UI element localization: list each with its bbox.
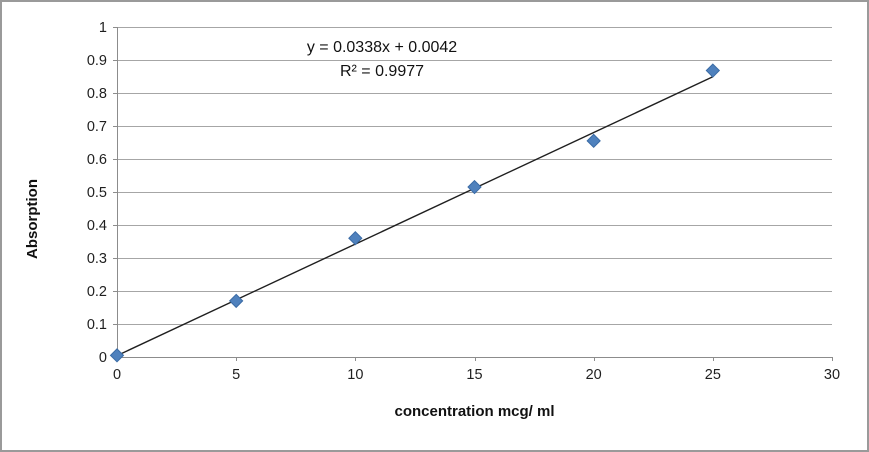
x-tick-label: 5 [232, 367, 240, 383]
trendline-equation: y = 0.0338x + 0.0042 [306, 39, 458, 56]
y-tick-label: 0.4 [87, 218, 107, 234]
y-tick-label: 0.2 [87, 284, 107, 300]
x-axis-title: concentration mcg/ ml [394, 403, 555, 420]
x-tick-label: 30 [824, 367, 840, 383]
y-tick-label: 0.7 [87, 119, 107, 135]
y-tick-label: 0 [99, 350, 107, 366]
x-tick-label: 15 [466, 367, 482, 383]
y-tick-label: 0.6 [87, 152, 107, 168]
data-point-marker [467, 179, 482, 195]
trendline [116, 76, 714, 357]
x-tick-label: 0 [113, 367, 121, 383]
trendline-annotation: y = 0.0338x + 0.0042 R² = 0.9977 [242, 36, 522, 84]
x-tick-label: 20 [586, 367, 602, 383]
y-tick-label: 0.9 [87, 53, 107, 69]
x-tick-label: 25 [705, 367, 721, 383]
data-point-marker [586, 133, 601, 149]
data-point-marker [228, 293, 244, 309]
data-point-marker [109, 348, 125, 363]
data-point-marker [705, 63, 721, 78]
r-squared-label: R² = 0.9977 [339, 63, 425, 80]
y-tick-label: 0.1 [87, 317, 107, 333]
y-tick-label: 0.8 [87, 86, 107, 102]
y-axis-title: Absorption [24, 179, 41, 259]
y-tick-label: 0.3 [87, 251, 107, 267]
y-tick-label: 0.5 [87, 185, 107, 201]
y-tick-label: 1 [99, 20, 107, 36]
x-tick-label: 10 [347, 367, 363, 383]
data-point-marker [348, 230, 363, 246]
